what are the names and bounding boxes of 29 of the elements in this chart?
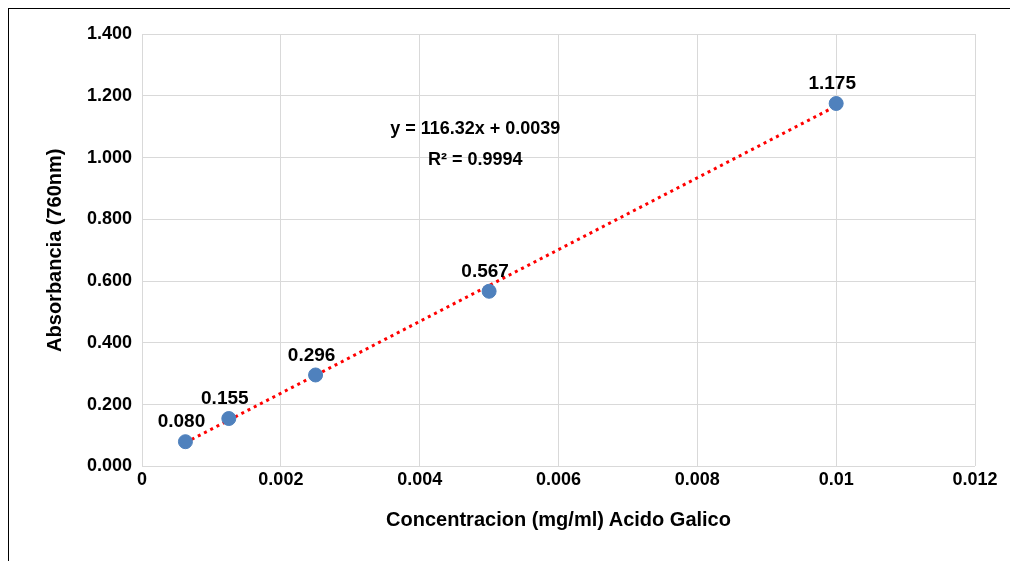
x-tick-label: 0	[137, 469, 148, 490]
y-tick-label: 1.200	[87, 84, 133, 105]
annotation: y = 116.32x + 0.0039	[390, 117, 561, 138]
point	[221, 411, 237, 427]
data-label: 0.155	[201, 387, 250, 409]
x-tick-label: 0.012	[952, 469, 998, 490]
x-tick-label: 0.004	[397, 469, 443, 490]
y-tick-label: 1.400	[87, 22, 133, 43]
point	[828, 95, 844, 111]
y-tick-label: 0.000	[87, 455, 133, 476]
y-tick-label: 0.200	[87, 393, 133, 414]
x-tick-label: 0.006	[536, 469, 582, 490]
data-label: 0.567	[461, 260, 509, 282]
x-tick-label: 0.002	[258, 469, 304, 490]
y-tick-label: 0.400	[87, 331, 133, 352]
x-axis-title: Concentracion (mg/ml) Acido Galico	[386, 507, 731, 530]
data-label: 0.296	[287, 343, 336, 365]
y-tick-label: 0.600	[87, 270, 133, 291]
data-label: 0.080	[157, 410, 206, 432]
x-tick-label: 0.008	[674, 469, 720, 490]
point	[177, 434, 193, 450]
y-axis-title: Absorbancia (760nm)	[42, 148, 65, 352]
y-tick-label: 0.800	[87, 208, 133, 229]
data-label: 1.175	[808, 72, 857, 94]
x-tick-label: 0.01	[818, 469, 854, 490]
y-tick-label: 1.000	[87, 146, 133, 167]
point	[308, 367, 324, 383]
annotation: R² = 0.9994	[427, 148, 523, 169]
point	[481, 283, 497, 299]
